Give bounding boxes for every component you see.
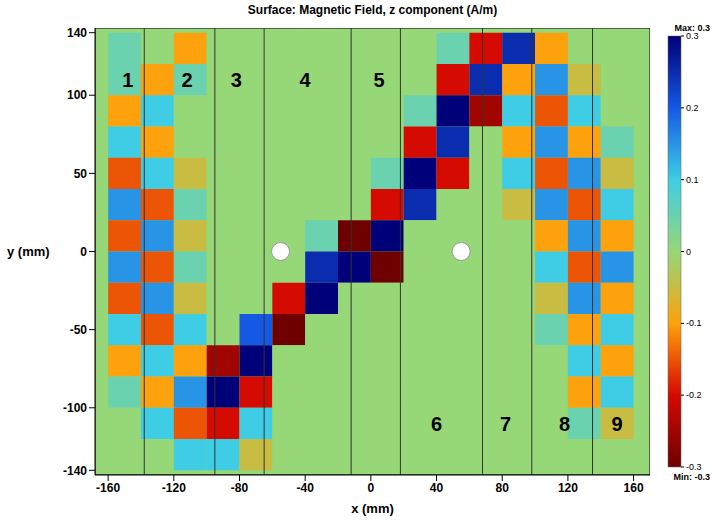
svg-text:0.3: 0.3 <box>686 31 699 41</box>
svg-text:8: 8 <box>559 413 570 435</box>
svg-text:120: 120 <box>558 481 578 495</box>
svg-text:0.1: 0.1 <box>686 175 699 185</box>
svg-text:y (mm): y (mm) <box>7 244 50 259</box>
svg-text:-0.3: -0.3 <box>686 462 702 472</box>
svg-text:160: 160 <box>624 481 644 495</box>
svg-text:-50: -50 <box>70 323 88 337</box>
svg-text:9: 9 <box>612 413 623 435</box>
svg-text:Max: 0.3: Max: 0.3 <box>674 23 710 33</box>
svg-text:80: 80 <box>496 481 510 495</box>
svg-text:6: 6 <box>431 413 442 435</box>
html-text:Surface: Magnetic Field, z com: Surface: Magnetic Field, z component (A/… <box>247 3 498 17</box>
svg-text:0.2: 0.2 <box>686 103 699 113</box>
svg-text:0: 0 <box>80 245 87 259</box>
svg-text:-40: -40 <box>297 481 315 495</box>
svg-text:Min: -0.3: Min: -0.3 <box>673 472 710 482</box>
svg-text:-140: -140 <box>63 464 87 478</box>
svg-text:x (mm): x (mm) <box>351 501 394 516</box>
svg-text:50: 50 <box>74 167 88 181</box>
svg-text:-0.2: -0.2 <box>686 390 702 400</box>
svg-text:-100: -100 <box>63 401 87 415</box>
svg-text:0: 0 <box>368 481 375 495</box>
svg-text:7: 7 <box>500 413 511 435</box>
svg-text:-160: -160 <box>96 481 120 495</box>
svg-text:4: 4 <box>300 69 312 91</box>
svg-text:40: 40 <box>430 481 444 495</box>
svg-text:-80: -80 <box>231 481 249 495</box>
svg-text:-120: -120 <box>162 481 186 495</box>
svg-text:0: 0 <box>686 247 691 257</box>
svg-text:100: 100 <box>67 88 87 102</box>
svg-text:5: 5 <box>374 69 385 91</box>
svg-text:-0.1: -0.1 <box>686 318 702 328</box>
svg-text:140: 140 <box>67 26 87 40</box>
svg-text:3: 3 <box>231 69 242 91</box>
svg-text:1: 1 <box>122 69 133 91</box>
svg-text:2: 2 <box>181 69 192 91</box>
